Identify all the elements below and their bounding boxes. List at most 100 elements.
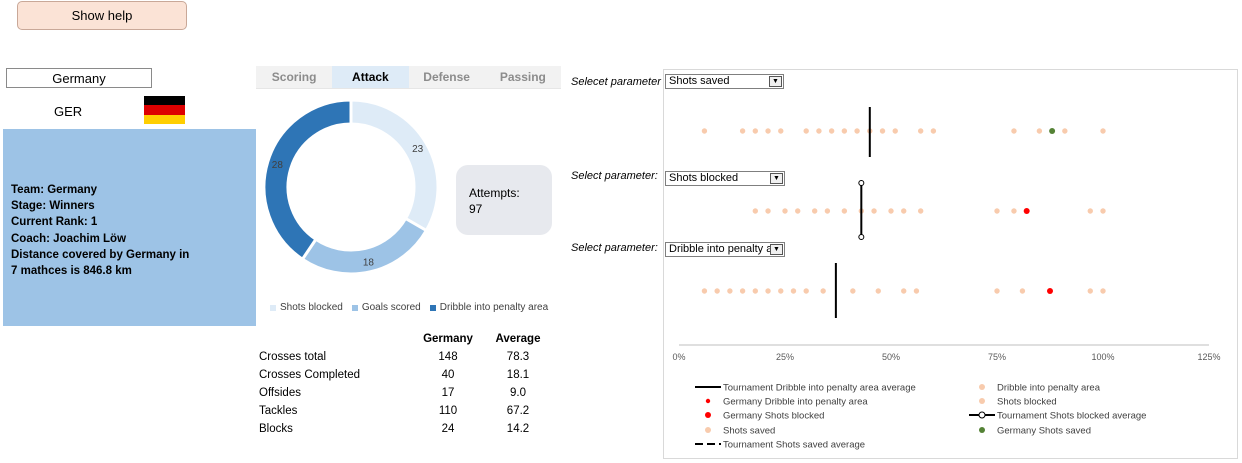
data-point [875,288,881,294]
data-point [803,288,809,294]
data-point [765,128,771,134]
tab-passing[interactable]: Passing [499,70,546,84]
legend-item-goals-scored: Goals scored [351,302,421,313]
legend-label: Shots saved [723,426,775,437]
data-point [888,208,894,214]
data-point [930,128,937,134]
header-blank [256,330,407,348]
row-germany: 17 [441,387,455,399]
data-point [820,288,826,294]
legend-marker [705,398,711,404]
team-select[interactable]: Germany [6,68,152,88]
table-header-row: Germany Average [256,330,547,348]
donut-legend: Shots blocked Goals scored Dribble into … [270,302,548,313]
parameter-select-3[interactable]: Dribble into penalty ar ▼ [665,242,785,257]
data-point [765,208,771,214]
data-point [917,128,924,134]
data-point [811,208,818,214]
chart-legend-item: Germany Dribble into penalty area [705,397,868,408]
data-point [901,208,907,214]
tab-attack[interactable]: Attack [332,66,409,88]
data-point [803,128,809,134]
x-tick-label: 125% [1197,352,1220,362]
row-label: Tackles [259,405,298,417]
legend-label: Goals scored [361,302,421,313]
data-point [841,208,848,214]
donut-data-label: 23 [412,144,424,155]
data-point [850,288,856,294]
info-coach: Coach: Joachim Löw [11,232,127,245]
parameter-select-1[interactable]: Shots saved ▼ [665,74,784,89]
header-average: Average [495,333,541,345]
legend-label: Dribble into penalty area [997,383,1101,394]
legend-swatch [351,304,358,311]
legend-marker [705,412,711,418]
data-point [765,288,771,294]
tab-scoring[interactable]: Scoring [271,70,317,84]
row-average: 9.0 [510,387,526,399]
show-help-button[interactable]: Show help [17,1,187,30]
chart-legend-item: Tournament Shots blocked average [969,411,1146,422]
data-point [790,288,797,294]
legend-label: Germany Shots blocked [723,411,824,422]
legend-label: Tournament Shots saved average [723,440,865,451]
average-line-end [858,234,865,240]
data-point [727,288,733,294]
data-point [824,208,831,214]
row-germany: 110 [438,405,458,417]
legend-marker [979,398,985,404]
select-label-3: Select parameter: [571,242,658,254]
data-point [739,128,746,134]
chevron-down-icon[interactable]: ▼ [770,244,783,255]
donut-data-label: 18 [363,258,375,269]
data-point [701,128,708,134]
row-label: Crosses total [259,351,327,363]
row-label: Crosses Completed [259,369,360,381]
data-point [1100,288,1106,294]
legend-label: Tournament Dribble into penalty area ave… [723,383,916,394]
team-code: GER [54,104,83,119]
tab-defense[interactable]: Defense [423,70,470,84]
chevron-down-icon[interactable]: ▼ [770,173,783,184]
chevron-down-icon[interactable]: ▼ [769,76,782,87]
info-distance-line2: 7 mathces is 846.8 km [11,265,132,278]
select-value: Dribble into penalty ar [669,243,777,255]
comparison-chart-frame [663,69,1238,459]
attempts-value: 97 [469,202,483,216]
data-point [752,288,759,294]
data-point [994,208,1000,214]
header-germany: Germany [423,333,473,345]
legend-marker [978,411,986,419]
data-point [913,288,920,294]
select-value: Shots saved [669,75,730,87]
team-data-point [1023,208,1030,214]
x-tick-label: 50% [882,352,900,362]
dot-strip-chart: 0% 25% 50% 75% 100% 125% Tournament Dribble in… [672,107,1221,451]
info-distance-line1: Distance covered by Germany in [11,248,190,261]
chart-legend-item: Germany Shots saved [979,426,1091,437]
legend-swatch [429,304,436,311]
info-stage: Stage: Winners [11,200,95,213]
data-point [1087,288,1093,294]
chart-legend-item: Germany Shots blocked [705,411,824,422]
data-point [782,208,788,214]
data-point [828,128,835,134]
chart-legend-item: Dribble into penalty area [979,383,1101,394]
germany-flag-icon [144,96,185,124]
x-tick-label: 0% [672,352,685,362]
select-label-2: Select parameter: [571,170,658,182]
select-label-1: Selecet parameter [571,76,661,88]
team-data-point [1047,288,1053,294]
donut-slice-0 [349,98,440,233]
row-average: 67.2 [506,405,530,417]
legend-marker [979,427,985,433]
table-row: Crosses Completed 40 18.1 [256,366,547,384]
parameter-select-2[interactable]: Shots blocked ▼ [665,171,785,186]
data-point [1100,128,1106,134]
chart-legend-item: Tournament Dribble into penalty area ave… [695,383,916,394]
row-average: 14.2 [506,423,530,435]
data-point [901,288,907,294]
x-tick-label: 100% [1091,352,1114,362]
data-point [879,128,886,134]
flag-stripe-gold [144,114,185,124]
